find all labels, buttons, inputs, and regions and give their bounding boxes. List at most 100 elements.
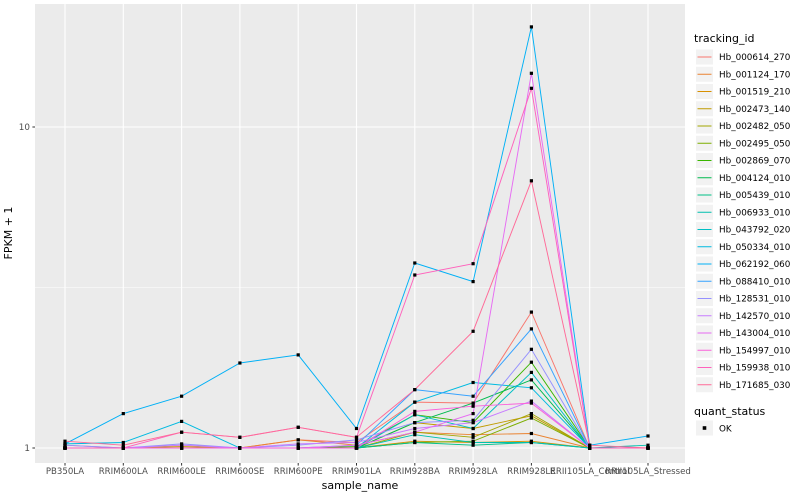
y-tick-label: 1 bbox=[24, 444, 30, 454]
data-point-marker bbox=[529, 416, 533, 420]
data-point-marker bbox=[529, 399, 533, 403]
legend-label: Hb_043792_020 bbox=[719, 226, 791, 236]
legend-label: Hb_001124_170 bbox=[719, 70, 791, 80]
legend-label: Hb_006933_010 bbox=[719, 208, 791, 218]
legend-label: Hb_142570_010 bbox=[719, 312, 791, 322]
data-point-marker bbox=[529, 86, 533, 90]
data-point-marker bbox=[529, 25, 533, 29]
data-point-marker bbox=[180, 430, 184, 434]
data-point-marker bbox=[354, 440, 359, 445]
data-point-marker bbox=[471, 418, 475, 422]
data-point-marker bbox=[413, 388, 417, 392]
data-point-marker bbox=[471, 433, 475, 437]
data-point-marker bbox=[63, 439, 67, 443]
x-tick-label: RRIM600LE bbox=[157, 467, 206, 477]
legend-label: Hb_050334_010 bbox=[719, 243, 791, 253]
data-point-marker bbox=[529, 310, 533, 314]
data-point-marker bbox=[529, 327, 533, 331]
legend-title-quant-status: quant_status bbox=[694, 405, 766, 418]
data-point-marker bbox=[529, 378, 533, 382]
legend-label: Hb_088410_010 bbox=[719, 277, 791, 287]
legend-label: Hb_004124_010 bbox=[719, 174, 791, 184]
legend-item-Hb_001519_210: Hb_001519_210 bbox=[696, 84, 791, 99]
data-point-marker bbox=[296, 442, 300, 446]
legend-item-Hb_002482_050: Hb_002482_050 bbox=[696, 118, 791, 134]
x-tick-label: RRIM600SE bbox=[215, 467, 264, 477]
x-tick-label: RRII105LA_Stressed bbox=[605, 467, 691, 477]
data-point-marker bbox=[529, 71, 533, 75]
legend-item-Hb_050334_010: Hb_050334_010 bbox=[696, 239, 791, 255]
legend-item-Hb_002869_070: Hb_002869_070 bbox=[696, 153, 791, 168]
x-tick-label: RRIM928LE bbox=[507, 467, 556, 477]
data-point-marker bbox=[529, 412, 533, 416]
legend-label: Hb_002482_050 bbox=[719, 122, 791, 132]
legend-item-Hb_159938_010: Hb_159938_010 bbox=[696, 360, 791, 375]
data-point-marker bbox=[296, 353, 300, 357]
legend-label: Hb_001519_210 bbox=[719, 88, 791, 98]
data-point-marker bbox=[529, 414, 533, 418]
legend-item-Hb_062192_060: Hb_062192_060 bbox=[696, 256, 791, 272]
legend-label: Hb_000614_270 bbox=[719, 53, 791, 63]
legend-item-Hb_006933_010: Hb_006933_010 bbox=[696, 204, 791, 220]
data-point-marker bbox=[471, 435, 475, 439]
legend-label: Hb_154997_010 bbox=[719, 346, 791, 356]
legend-label: Hb_171685_030 bbox=[719, 381, 791, 391]
legend-item-Hb_002495_050: Hb_002495_050 bbox=[696, 135, 791, 151]
legend-title-tracking-id: tracking_id bbox=[694, 32, 755, 45]
data-point-marker bbox=[471, 280, 475, 284]
data-point-marker bbox=[529, 386, 533, 390]
data-point-marker bbox=[471, 426, 475, 431]
data-point-marker bbox=[413, 400, 417, 404]
data-point-marker bbox=[646, 443, 650, 447]
plot-area: 1 10 PB350LA RRIM600LA RRIM600LE RRIM600SE RRI… bbox=[19, 4, 791, 477]
data-point-marker bbox=[588, 446, 592, 450]
legend-label: Hb_002473_140 bbox=[719, 105, 791, 115]
data-point-marker bbox=[529, 401, 533, 405]
data-point-marker bbox=[413, 413, 417, 417]
legend-item-Hb_088410_010: Hb_088410_010 bbox=[696, 273, 791, 289]
data-point-marker bbox=[238, 435, 242, 439]
data-point-marker bbox=[529, 360, 533, 364]
y-tick-label: 10 bbox=[19, 123, 31, 133]
x-tick-label: RRIM600LA bbox=[99, 467, 148, 477]
legend-label: Hb_062192_060 bbox=[719, 260, 791, 270]
data-point-marker bbox=[529, 431, 533, 436]
data-point-marker bbox=[354, 426, 359, 431]
legend-item-Hb_001124_170: Hb_001124_170 bbox=[696, 66, 791, 82]
data-point-marker bbox=[471, 421, 475, 425]
data-point-marker bbox=[354, 435, 359, 439]
data-point-marker bbox=[354, 443, 359, 447]
data-point-marker bbox=[471, 329, 475, 333]
data-point-marker bbox=[238, 361, 242, 365]
legend-item-Hb_128531_010: Hb_128531_010 bbox=[696, 291, 791, 306]
data-point-marker bbox=[471, 380, 475, 385]
data-point-marker bbox=[121, 443, 125, 447]
data-point-marker bbox=[471, 443, 475, 447]
legend-item-Hb_043792_020: Hb_043792_020 bbox=[696, 222, 791, 237]
legend-label: Hb_002869_070 bbox=[719, 157, 791, 167]
data-point-marker bbox=[413, 426, 417, 431]
data-point-marker bbox=[413, 421, 417, 425]
legend-item-Hb_154997_010: Hb_154997_010 bbox=[696, 342, 791, 358]
legend-label: Hb_005439_010 bbox=[719, 191, 791, 201]
legend-label: Hb_159938_010 bbox=[719, 364, 791, 374]
legend-label-quant-ok: OK bbox=[719, 425, 732, 435]
data-point-marker bbox=[238, 446, 242, 450]
data-point-marker bbox=[646, 446, 650, 450]
data-point-marker bbox=[529, 179, 533, 183]
data-point-marker bbox=[63, 446, 67, 450]
data-point-marker bbox=[354, 446, 359, 450]
data-point-marker bbox=[180, 443, 184, 447]
x-tick-label: RRIM600PE bbox=[274, 467, 323, 477]
legend-item-Hb_004124_010: Hb_004124_010 bbox=[696, 170, 791, 186]
data-point-marker bbox=[180, 446, 184, 450]
x-tick-label: RRIM901LA bbox=[332, 467, 381, 477]
x-tick-label: PB350LA bbox=[46, 467, 84, 477]
legend-item-Hb_000614_270: Hb_000614_270 bbox=[696, 49, 791, 65]
data-point-marker bbox=[180, 394, 184, 398]
panel-background bbox=[35, 4, 685, 463]
data-point-marker bbox=[296, 446, 300, 450]
legend-key-quant-marker bbox=[702, 426, 707, 430]
legend-label: Hb_002495_050 bbox=[719, 139, 791, 149]
